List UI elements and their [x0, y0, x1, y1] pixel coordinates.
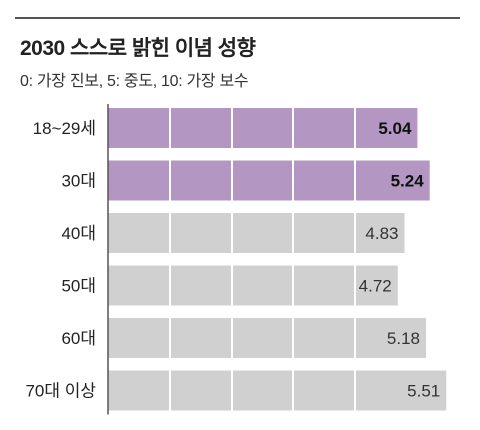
bar-5 [108, 370, 447, 411]
value-label-2: 4.83 [365, 224, 398, 243]
category-label-0: 18~29세 [33, 119, 96, 138]
chart-title: 2030 스스로 밝힌 이념 성향 [20, 37, 256, 60]
top-rule [15, 17, 460, 19]
bar-2 [108, 213, 405, 253]
bar-0 [108, 108, 418, 148]
bar-1 [108, 160, 430, 201]
value-label-1: 5.24 [391, 172, 425, 191]
bar-3 [108, 265, 398, 306]
chart-subtitle: 0: 가장 진보, 5: 중도, 10: 가장 보수 [20, 73, 249, 90]
bar-4 [108, 318, 427, 358]
value-label-5: 5.51 [407, 382, 440, 401]
value-label-4: 5.18 [387, 329, 420, 348]
value-label-0: 5.04 [378, 119, 412, 138]
category-label-1: 30대 [61, 172, 96, 191]
category-label-4: 60대 [61, 329, 96, 348]
category-label-3: 50대 [61, 277, 96, 296]
category-label-5: 70대 이상 [25, 382, 96, 401]
value-label-3: 4.72 [359, 277, 392, 296]
category-label-2: 40대 [61, 224, 96, 243]
